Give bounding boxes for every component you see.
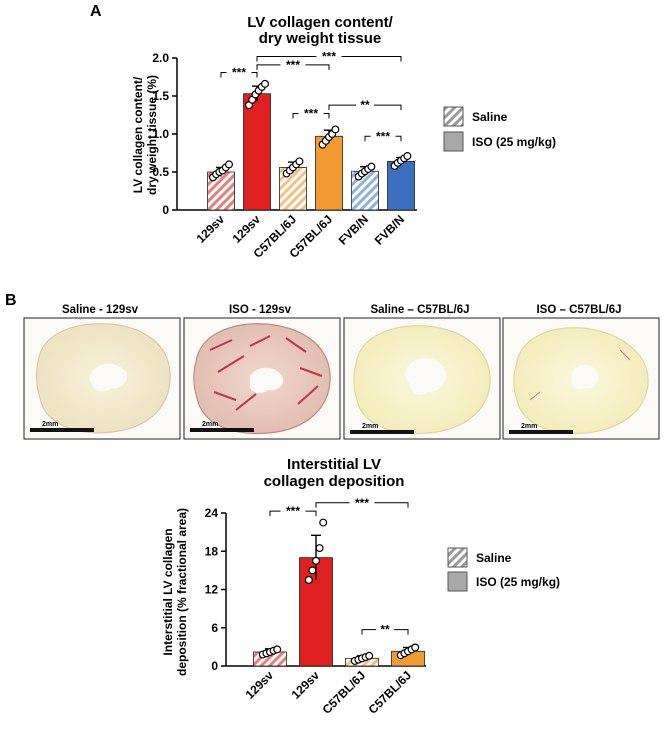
bar — [315, 135, 343, 211]
bar — [243, 93, 271, 211]
data-point — [295, 157, 304, 166]
data-point — [403, 152, 412, 161]
significance-label-bg — [370, 131, 396, 142]
y-tick-label: 12 — [205, 583, 219, 597]
significance-label-bg — [356, 100, 374, 111]
image-1-lumen — [89, 363, 128, 392]
legend-iso-label: ISO (25 mg/kg) — [472, 135, 556, 149]
data-point — [319, 518, 328, 527]
chart-a: LV collagen content/ dry weight tissue L… — [131, 14, 556, 261]
y-tick-label: 6 — [211, 621, 218, 635]
image-2-fibrosis — [209, 335, 323, 411]
image-4-lumen — [571, 364, 599, 390]
legend-b-iso-swatch — [447, 571, 468, 592]
image-4-scale-label: 2mm — [521, 423, 537, 430]
data-point — [312, 556, 321, 565]
data-point — [304, 575, 313, 584]
significance-label: *** — [286, 504, 300, 518]
data-point — [331, 125, 340, 134]
y-tick-label: 18 — [205, 544, 219, 558]
data-point — [225, 160, 234, 169]
legend-b-saline-label: Saline — [476, 551, 512, 565]
x-tick-label: 129sv — [194, 212, 228, 246]
chart-b-ylabel-line1: Interstitial LV collagen — [161, 528, 175, 655]
significance-label: *** — [322, 49, 336, 63]
chart-b-legend: Saline ISO (25 mg/kg) — [447, 547, 560, 592]
significance-label: *** — [232, 65, 246, 79]
histology-images: Saline - 129sv 2mm ISO - 129sv 2mm Salin… — [23, 304, 660, 440]
panel-label-a: A — [90, 3, 102, 20]
data-point — [365, 651, 374, 660]
x-tick-label: C57BL/6J — [366, 668, 415, 717]
significance-label-bg — [298, 108, 324, 119]
y-tick-label: 1.0 — [152, 127, 169, 141]
image-saline-129sv: Saline - 129sv 2mm — [23, 304, 181, 440]
image-iso-129sv: ISO - 129sv 2mm — [183, 304, 341, 440]
chart-b: Interstitial LV collagen deposition Inte… — [161, 456, 560, 717]
chart-b-title-line2: collagen deposition — [264, 473, 405, 490]
data-point — [273, 645, 282, 654]
image-2-scalebar — [190, 428, 254, 432]
image-4-title: ISO – C57BL/6J — [536, 304, 621, 316]
bar — [387, 160, 415, 211]
significance-label-bg — [280, 59, 306, 70]
data-point — [261, 79, 270, 88]
image-2-scale-label: 2mm — [202, 421, 218, 428]
legend-b-saline-swatch — [447, 547, 468, 568]
data-point — [367, 162, 376, 171]
significance-label: *** — [286, 58, 300, 72]
significance-label-bg — [376, 624, 394, 635]
data-point — [315, 544, 324, 553]
image-1-scalebar — [30, 428, 94, 432]
y-tick-label: 0.5 — [152, 165, 169, 179]
image-3-lumen — [405, 358, 447, 395]
chart-a-title-line2: dry weight tissue — [259, 30, 382, 47]
x-tick-label: C57BL/6J — [320, 668, 369, 717]
chart-b-ylabel-line2: deposition (% fractional area) — [175, 508, 189, 676]
significance-label: *** — [376, 129, 390, 143]
legend-saline-swatch — [443, 106, 464, 127]
significance-label: ** — [360, 98, 370, 112]
chart-a-ylabel-line1: LV collagen content/ — [131, 76, 145, 193]
chart-b-title-line1: Interstitial LV — [287, 456, 381, 473]
data-point — [308, 566, 317, 575]
y-tick-label: 0 — [162, 203, 169, 217]
x-tick-label: 129sv — [243, 668, 277, 702]
image-3-title: Saline – C57BL/6J — [370, 304, 469, 316]
significance-label-bg — [349, 497, 375, 508]
image-4-fibrosis — [529, 349, 631, 401]
x-tick-label: 129sv — [289, 668, 323, 702]
legend-iso-swatch — [443, 131, 464, 152]
data-point — [411, 643, 420, 652]
significance-label-bg — [280, 506, 306, 517]
image-1-scale-label: 2mm — [42, 421, 58, 428]
legend-saline-label: Saline — [472, 110, 508, 124]
chart-a-ylabel-line2: dry weight tissue (%) — [145, 75, 159, 195]
significance-label-bg — [316, 51, 342, 62]
legend-b-iso-label: ISO (25 mg/kg) — [476, 575, 560, 589]
x-tick-label: FVB/N — [372, 212, 407, 247]
significance-label: ** — [380, 623, 390, 637]
significance-label: *** — [304, 106, 318, 120]
significance-label-bg — [226, 67, 252, 78]
image-3-scalebar — [350, 430, 414, 434]
image-1-title: Saline - 129sv — [62, 304, 139, 316]
chart-a-legend: Saline ISO (25 mg/kg) — [443, 106, 556, 152]
image-2-title: ISO - 129sv — [229, 304, 292, 316]
chart-a-title-line1: LV collagen content/ — [247, 14, 393, 31]
image-iso-c57bl6j: ISO – C57BL/6J 2mm — [502, 304, 660, 440]
image-4-scalebar — [509, 430, 573, 434]
image-saline-c57bl6j: Saline – C57BL/6J 2mm — [343, 304, 501, 440]
significance-label: *** — [355, 496, 369, 510]
y-tick-label: 2.0 — [152, 51, 169, 65]
image-3-scale-label: 2mm — [362, 423, 378, 430]
x-tick-label: FVB/N — [336, 212, 371, 247]
y-tick-label: 1.5 — [152, 89, 169, 103]
y-tick-label: 24 — [205, 506, 219, 520]
panel-label-b: B — [5, 292, 17, 309]
image-2-lumen — [250, 367, 284, 393]
x-tick-label: 129sv — [230, 212, 264, 246]
y-tick-label: 0 — [211, 659, 218, 673]
